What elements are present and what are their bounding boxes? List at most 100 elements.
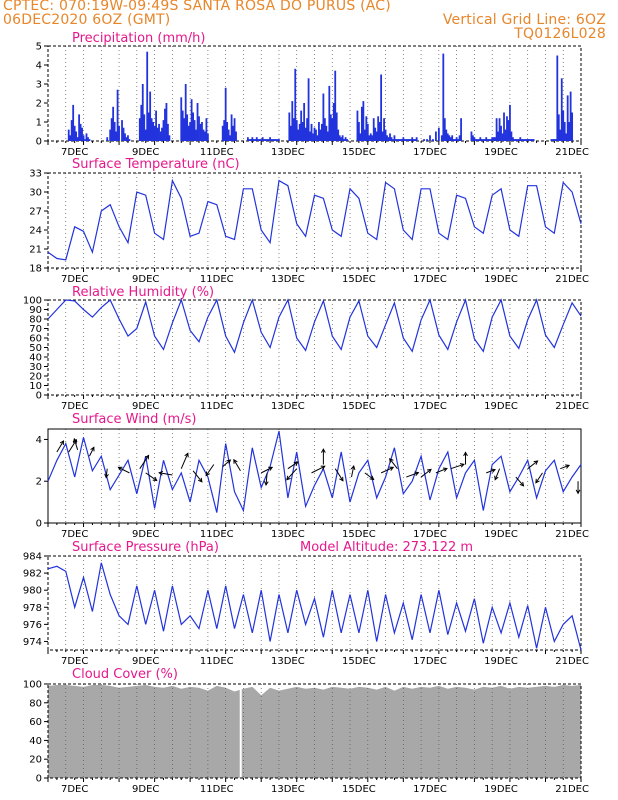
- panel-4-wind-arrowhead-5: [117, 466, 123, 471]
- panel-5-ytick-label-982: 982: [23, 569, 42, 580]
- panel-1-bar-152: [372, 118, 375, 141]
- panel-4-wind-arrow-2: [73, 438, 79, 451]
- panel-1-bar-215: [489, 139, 492, 141]
- panel-1-bar-145: [362, 101, 365, 141]
- panel-4-wind-arrowhead-21: [350, 465, 356, 471]
- panel-3-xtick-label-17DEC: 17DEC: [413, 401, 447, 412]
- panel-1-bar-94: [269, 137, 271, 141]
- panel-1-bar-121: [318, 122, 320, 141]
- panel-4-wind-arrow-14: [260, 466, 273, 474]
- panel-4-wind-arrowhead-29: [463, 451, 468, 457]
- panel-4-wind-arrowhead-22: [369, 475, 375, 481]
- panel-5-xtick-label-7DEC: 7DEC: [61, 656, 88, 667]
- panel-4-wind-arrowhead-14: [268, 466, 274, 471]
- panel-1-bar-82: [251, 137, 254, 141]
- panel-1-bar-144: [360, 106, 363, 141]
- panel-4-xtick-label-19DEC: 19DEC: [484, 529, 518, 540]
- panel-4-wind-arrowhead-23: [389, 466, 395, 471]
- panel-1-bar-224: [503, 112, 505, 141]
- panel-1-bar-220: [497, 131, 499, 141]
- panel-1-bar-72: [226, 122, 229, 141]
- panel-1-bar-235: [519, 137, 522, 141]
- panel-1-bar-100: [278, 139, 280, 141]
- panel-4-wind-arrowhead-3: [90, 446, 95, 452]
- panel-4-wind-arrow-8: [159, 472, 173, 476]
- panel-1-bar-84: [254, 139, 257, 141]
- panel-1-bar-170: [399, 139, 402, 141]
- panel-1-bar-62: [198, 116, 200, 141]
- panel-5-ytick-label-984: 984: [23, 552, 42, 563]
- panel-1-bar-249: [556, 55, 559, 141]
- panel-1-bar-107: [297, 129, 300, 141]
- panel-1-bar-17: [110, 118, 113, 141]
- panel-2-xtick-label-17DEC: 17DEC: [413, 274, 447, 285]
- panel-1-bar-39: [153, 125, 156, 141]
- panel-1-bar-137: [341, 135, 344, 141]
- panel-5-xtick-label-13DEC: 13DEC: [271, 656, 305, 667]
- panel-1-bar-171: [400, 139, 403, 141]
- header-grid-line: Vertical Grid Line: 6OZ: [442, 12, 606, 28]
- panel-6-cloud-gap: [239, 684, 242, 778]
- panel-1-bar-206: [476, 139, 479, 141]
- panel-4-wind-arrowhead-32: [519, 481, 525, 487]
- panel-5-xtick-label-15DEC: 15DEC: [342, 656, 376, 667]
- panel-4-wind-arrowhead-34: [535, 478, 540, 484]
- panel-1-bar-169: [397, 139, 400, 141]
- panel-1-bar-134: [337, 129, 340, 141]
- panel-1-bar-34: [146, 51, 149, 142]
- panel-1-bar-132: [334, 70, 337, 141]
- panel-1-bar-116: [310, 123, 313, 141]
- panel-1-bar-257: [568, 122, 571, 141]
- panel-1-bar-11: [84, 139, 86, 141]
- panel-1-bar-99: [276, 139, 279, 141]
- panel-1-xtick-label-17DEC: 17DEC: [413, 147, 447, 158]
- panel-1-bar-252: [560, 78, 563, 141]
- panel-3-ytick-label-50: 50: [29, 343, 42, 354]
- panel-4-wind-arrow-31: [494, 468, 501, 480]
- panel-1-bar-19: [113, 122, 116, 141]
- panel-1-bar-189: [442, 53, 445, 141]
- panel-1-bar-29: [138, 118, 141, 141]
- panel-1-bar-246: [551, 139, 554, 141]
- panel-1-bar-139: [344, 137, 347, 141]
- panel-1-bar-60: [195, 129, 197, 141]
- panel-3-series-line: [47, 298, 582, 354]
- panel-4-wind-arrow-9: [180, 453, 189, 469]
- panel-1-bar-30: [140, 104, 143, 141]
- panel-1-bar-229: [510, 131, 513, 141]
- panel-1-bar-75: [230, 114, 233, 141]
- panel-1-bar-243: [531, 139, 534, 141]
- panel-1-bar-98: [275, 139, 277, 141]
- panel-4-wind-arrowhead-13: [233, 458, 238, 464]
- panel-1-bar-190: [443, 118, 446, 141]
- panel-1-bar-201: [460, 118, 462, 141]
- panel-1-bar-155: [377, 116, 380, 141]
- panel-1-bar-35: [147, 112, 150, 141]
- panel-1-ytick-label-2: 2: [36, 99, 42, 110]
- panel-4-xtick-label-13DEC: 13DEC: [271, 529, 305, 540]
- panel-1-bar-180: [414, 139, 417, 141]
- panel-3-ytick-label-20: 20: [29, 372, 42, 383]
- panel-4-wind-arrowhead-10: [198, 477, 203, 483]
- panel-4-wind-arrowhead-18: [320, 465, 326, 470]
- panel-1-bar-146: [363, 129, 366, 141]
- panel-1-bar-26: [125, 137, 128, 141]
- panel-2-frame: [47, 172, 582, 269]
- panel-3-ytick-label-60: 60: [29, 334, 42, 345]
- panel-1-bar-131: [332, 103, 335, 141]
- panel-2-ytick-label-24: 24: [29, 226, 42, 237]
- panel-1-bar-165: [392, 139, 394, 141]
- panel-1-bar-31: [141, 84, 144, 141]
- panel-1-bar-49: [168, 135, 171, 141]
- panel-4-xtick-label-11DEC: 11DEC: [200, 529, 234, 540]
- panel-4-wind-arrowhead-8: [158, 470, 164, 476]
- panel-1-xtick-label-11DEC: 11DEC: [200, 147, 234, 158]
- panel-1-bar-197: [454, 139, 457, 141]
- panel-1-xtick-label-7DEC: 7DEC: [61, 147, 88, 158]
- panel-4-xtick-label-15DEC: 15DEC: [342, 529, 376, 540]
- panel-6-ytick-label-80: 80: [29, 698, 42, 709]
- panel-1-bar-66: [204, 131, 206, 141]
- panel-1-bar-173: [403, 139, 406, 141]
- panel-3-xtick-label-7DEC: 7DEC: [61, 401, 88, 412]
